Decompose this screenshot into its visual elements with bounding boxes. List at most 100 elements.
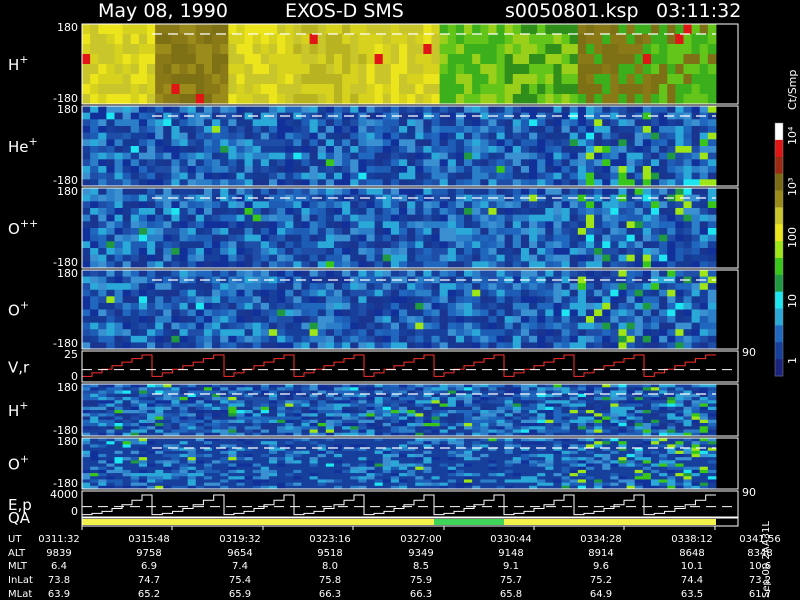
panel-0-cell — [106, 74, 115, 85]
panel-3-cell — [431, 270, 441, 277]
panel-5-cell — [138, 387, 148, 391]
panel-5-cell — [220, 397, 229, 401]
panel-3-cell — [179, 316, 189, 324]
panel-5-cell — [634, 403, 644, 408]
panel-2-cell — [277, 228, 286, 236]
panel-0-cell — [82, 34, 91, 45]
panel-2-cell — [293, 208, 302, 216]
panel-1-cell — [520, 172, 530, 180]
panel-5-cell — [187, 393, 197, 398]
panel-5-cell — [537, 416, 546, 421]
panel-5-cell — [585, 403, 595, 408]
panel-2-cell — [569, 248, 579, 256]
panel-3-cell — [464, 335, 473, 343]
panel-5-cell — [163, 400, 172, 404]
panel-6-cell — [114, 463, 124, 468]
panel-2-cell — [602, 201, 611, 209]
panel-1-cell — [98, 112, 107, 120]
panel-3-cell — [569, 296, 579, 304]
panel-tick-bottom-2: -180 — [53, 256, 78, 269]
panel-0-cell — [171, 64, 180, 75]
panel-3-cell — [707, 270, 717, 277]
panel-5-cell — [342, 390, 351, 395]
panel-5-cell — [464, 403, 473, 408]
panel-5-cell — [423, 410, 432, 414]
panel-2-cell — [439, 228, 449, 236]
panel-5-cell — [480, 400, 489, 404]
panel-5-cell — [585, 393, 595, 398]
panel-0-cell — [585, 64, 595, 75]
panel-3-cell — [252, 296, 262, 304]
panel-3-cell — [520, 329, 530, 337]
panel-3-cell — [187, 316, 197, 324]
panel-1-cell — [545, 132, 554, 140]
panel-1-cell — [268, 146, 278, 154]
panel-2-cell — [122, 241, 132, 249]
panel-5-cell — [407, 387, 416, 391]
panel-2-cell — [626, 241, 636, 249]
panel-5-cell — [626, 413, 636, 417]
panel-5-cell — [374, 406, 384, 411]
panel-5-cell — [561, 416, 571, 421]
panel-1-cell — [667, 172, 676, 180]
panel-1-cell — [618, 159, 627, 167]
panel-3-cell — [447, 270, 457, 277]
panel-1-cell — [122, 126, 132, 134]
panel-3-cell — [691, 309, 701, 317]
panel-5-cell — [317, 429, 327, 434]
panel-5-cell — [399, 406, 408, 411]
panel-5-cell — [423, 406, 432, 411]
panel-2-cell — [390, 214, 400, 222]
panel-5-cell — [390, 390, 400, 395]
panel-6-cell — [138, 453, 148, 458]
panel-2-cell — [350, 248, 359, 256]
panel-1-cell — [236, 146, 245, 154]
panel-3-cell — [447, 283, 457, 291]
panel-1-cell — [642, 166, 652, 174]
panel-0-cell — [626, 54, 636, 65]
panel-3-cell — [520, 270, 530, 277]
panel-5-cell — [277, 419, 286, 424]
panel-5-cell — [553, 406, 562, 411]
panel-2-cell — [472, 188, 481, 196]
panel-3-cell — [545, 329, 554, 337]
panel-0-cell — [122, 94, 132, 105]
panel-3-cell — [252, 342, 262, 350]
panel-1-cell — [561, 139, 571, 147]
panel-0-cell — [382, 64, 392, 75]
panel-1-cell — [333, 166, 343, 174]
panel-2-cell — [163, 254, 172, 262]
panel-3-cell — [545, 316, 554, 324]
panel-1-cell — [325, 146, 335, 154]
panel-2-cell — [675, 234, 684, 242]
panel-0-cell — [374, 64, 384, 75]
panel-2-cell — [147, 228, 156, 236]
panel-3-cell — [155, 342, 164, 350]
panel-5-cell — [114, 426, 124, 430]
panel-0-cell — [82, 74, 91, 85]
panel-3-cell — [585, 342, 595, 350]
panel-3-cell — [325, 316, 335, 324]
panel-3-cell — [114, 309, 124, 317]
panel-1-cell — [203, 172, 213, 180]
panel-0-cell — [374, 74, 384, 85]
panel-3-cell — [594, 302, 603, 310]
panel-5-cell — [309, 413, 319, 417]
panel-2-cell — [130, 261, 140, 269]
panel-5-cell — [642, 400, 652, 404]
panel-5-cell — [610, 432, 619, 437]
panel-5-cell — [488, 429, 497, 434]
panel-5-cell — [90, 384, 99, 388]
panel-label-4: V,r — [8, 359, 30, 377]
panel-2-cell — [699, 228, 709, 236]
panel-5-cell — [488, 416, 497, 421]
panel-1-cell — [98, 146, 107, 154]
panel-2-cell — [537, 228, 546, 236]
panel-3-cell — [691, 283, 701, 291]
panel-5-cell — [472, 419, 481, 424]
panel-0-cell — [350, 64, 359, 75]
panel-2-cell — [642, 194, 652, 202]
panel-5-cell — [252, 397, 262, 401]
panel-5-cell — [512, 429, 522, 434]
panel-5-cell — [342, 419, 351, 424]
